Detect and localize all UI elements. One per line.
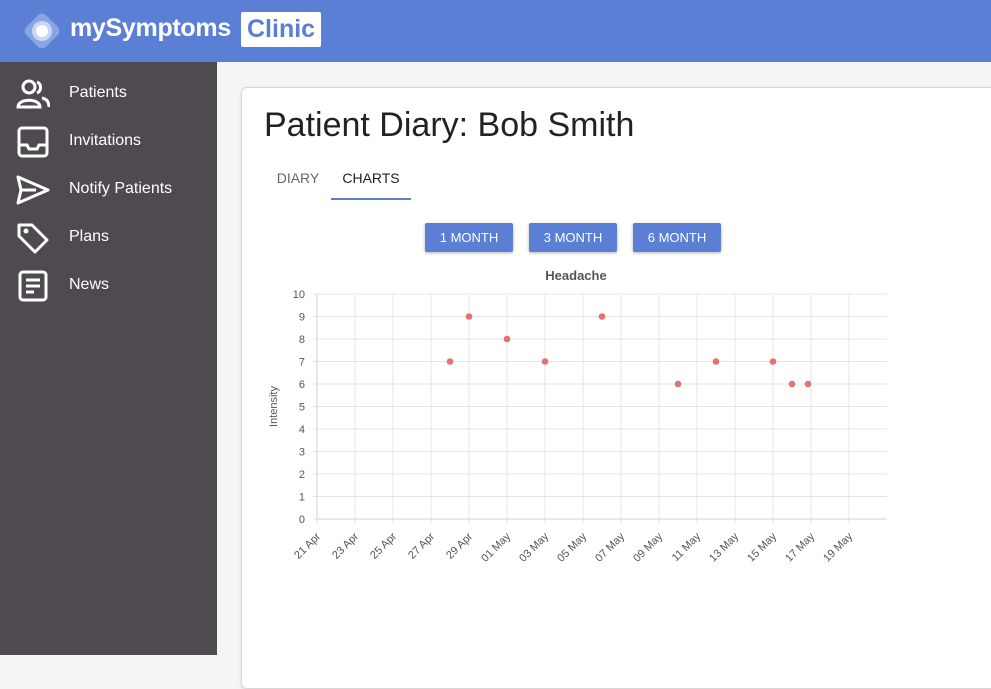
inbox-icon	[17, 126, 49, 158]
y-tick-label: 0	[299, 514, 305, 526]
y-tick-label: 5	[299, 402, 305, 414]
y-tick-label: 1	[299, 492, 305, 504]
data-point	[712, 358, 720, 365]
range-3-month-button[interactable]: 3 MONTH	[529, 223, 617, 252]
tab-charts[interactable]: CHARTS	[331, 160, 411, 200]
y-tick-label: 4	[299, 424, 305, 436]
x-tick-label: 27 Apr	[406, 530, 437, 561]
data-point	[769, 358, 777, 365]
sidebar-item-news[interactable]: News	[0, 262, 217, 310]
y-tick-label: 6	[299, 379, 305, 391]
y-tick-label: 2	[299, 469, 305, 481]
y-tick-label: 9	[299, 312, 305, 324]
top-bar: mySymptoms Clinic	[0, 0, 991, 62]
range-1-month-button[interactable]: 1 MONTH	[425, 223, 513, 252]
main-content: Patient Diary: Bob Smith DIARY CHARTS 1 …	[217, 62, 991, 689]
sidebar-item-label: News	[69, 276, 110, 293]
app-logo-icon[interactable]	[20, 9, 64, 53]
data-point	[674, 380, 682, 388]
x-tick-label: 03 May	[517, 530, 551, 564]
data-point	[465, 313, 473, 320]
send-icon	[16, 175, 50, 205]
y-axis-label: Intensity	[268, 386, 280, 427]
sidebar-item-plans[interactable]: Plans	[0, 214, 217, 262]
x-tick-label: 25 Apr	[368, 530, 399, 561]
y-tick-label: 3	[299, 447, 305, 459]
sidebar-item-label: Patients	[69, 84, 127, 101]
y-tick-label: 7	[299, 357, 305, 369]
x-tick-label: 21 Apr	[292, 530, 323, 561]
x-tick-label: 05 May	[555, 530, 589, 564]
sidebar: Patients Invitations Notify Patients Pla…	[0, 62, 217, 655]
x-tick-label: 29 Apr	[444, 530, 475, 561]
y-tick-label: 10	[293, 289, 305, 301]
sidebar-item-label: Invitations	[69, 132, 142, 149]
sidebar-item-label: Notify Patients	[69, 180, 173, 197]
x-tick-label: 07 May	[593, 530, 627, 564]
data-point	[598, 313, 606, 320]
y-tick-label: 8	[299, 334, 305, 346]
diary-card: Patient Diary: Bob Smith DIARY CHARTS 1 …	[241, 87, 991, 689]
x-tick-label: 23 Apr	[330, 530, 361, 561]
sidebar-item-patients[interactable]: Patients	[0, 70, 217, 118]
data-point	[788, 380, 796, 388]
x-tick-label: 01 May	[479, 530, 513, 564]
x-tick-label: 09 May	[631, 530, 665, 564]
sidebar-item-invitations[interactable]: Invitations	[0, 118, 217, 166]
clinic-badge: Clinic	[241, 12, 322, 47]
data-point	[541, 358, 549, 365]
tab-diary[interactable]: DIARY	[276, 170, 320, 186]
x-tick-label: 13 May	[707, 530, 741, 564]
sidebar-item-notify-patients[interactable]: Notify Patients	[0, 166, 217, 214]
chart-title: Headache	[545, 268, 606, 283]
tag-icon	[17, 223, 49, 254]
x-tick-label: 11 May	[670, 530, 704, 564]
data-point	[804, 380, 812, 388]
app-name: mySymptoms	[70, 14, 231, 42]
data-point	[446, 358, 454, 365]
chart-container: Headache 0 1 2 3 4 5 6 7 8 9 10 21 Apr 23 Apr 25 Apr 27…	[242, 258, 991, 588]
users-icon	[16, 79, 50, 109]
page-title: Patient Diary: Bob Smith	[264, 106, 635, 144]
sidebar-item-label: Plans	[69, 228, 110, 245]
data-point	[503, 335, 511, 343]
x-tick-label: 19 May	[821, 530, 855, 564]
range-6-month-button[interactable]: 6 MONTH	[633, 223, 721, 252]
document-icon	[18, 270, 48, 302]
x-tick-label: 17 May	[783, 530, 817, 564]
headache-scatter-chart: Headache 0 1 2 3 4 5 6 7 8 9 10 21 Apr 23 Apr 25 Apr 27…	[268, 268, 887, 565]
x-tick-label: 15 May	[745, 530, 779, 564]
